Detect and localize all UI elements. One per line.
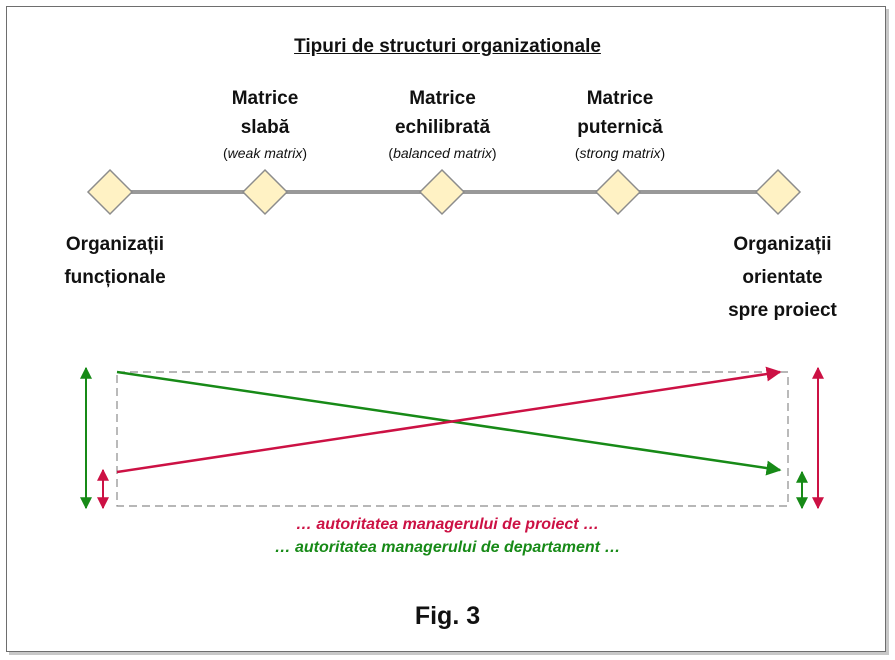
label-functional-organizations: Organizații funcționale bbox=[40, 228, 190, 294]
strong-matrix-line1: Matrice bbox=[586, 88, 654, 109]
weak-matrix-english: (weak matrix) bbox=[222, 145, 308, 161]
weak-matrix-line2: slabă bbox=[240, 117, 290, 138]
legend-department-authority: … autoritatea managerului de departament… bbox=[274, 539, 621, 556]
project-org-line2: orientate bbox=[742, 267, 823, 288]
project-org-line1: Organizații bbox=[733, 234, 832, 255]
strong-matrix-line2: puternică bbox=[577, 117, 663, 138]
project-authority-line bbox=[116, 366, 782, 474]
figure-caption: Fig. 3 bbox=[414, 602, 481, 630]
diagram-title: Tipuri de structuri organizationale bbox=[294, 36, 601, 57]
dashed-range-box bbox=[116, 371, 789, 507]
functional-line2: funcționale bbox=[64, 267, 166, 288]
functional-line1: Organizații bbox=[65, 234, 165, 255]
legend-project-authority: … autoritatea managerului de proiect … bbox=[295, 516, 600, 533]
diamond-node-projectized bbox=[754, 168, 802, 216]
diamond-node-balanced bbox=[418, 168, 466, 216]
diamond-node-functional bbox=[86, 168, 134, 216]
label-project-organizations: Organizații orientate spre proiect bbox=[700, 228, 865, 327]
diamond-node-strong bbox=[594, 168, 642, 216]
figure-frame bbox=[6, 6, 886, 652]
balanced-matrix-line2: echilibrată bbox=[394, 117, 491, 138]
diamond-node-weak bbox=[241, 168, 289, 216]
weak-matrix-line1: Matrice bbox=[231, 88, 299, 109]
strong-matrix-english: (strong matrix) bbox=[574, 145, 666, 161]
balanced-matrix-line1: Matrice bbox=[409, 88, 476, 109]
project-org-line3: spre proiect bbox=[728, 300, 837, 321]
label-weak-matrix: Matrice slabă (weak matrix) bbox=[190, 84, 340, 164]
label-strong-matrix: Matrice puternică (strong matrix) bbox=[545, 84, 695, 164]
label-balanced-matrix: Matrice echilibrată (balanced matrix) bbox=[365, 84, 520, 164]
balanced-matrix-english: (balanced matrix) bbox=[388, 145, 497, 161]
